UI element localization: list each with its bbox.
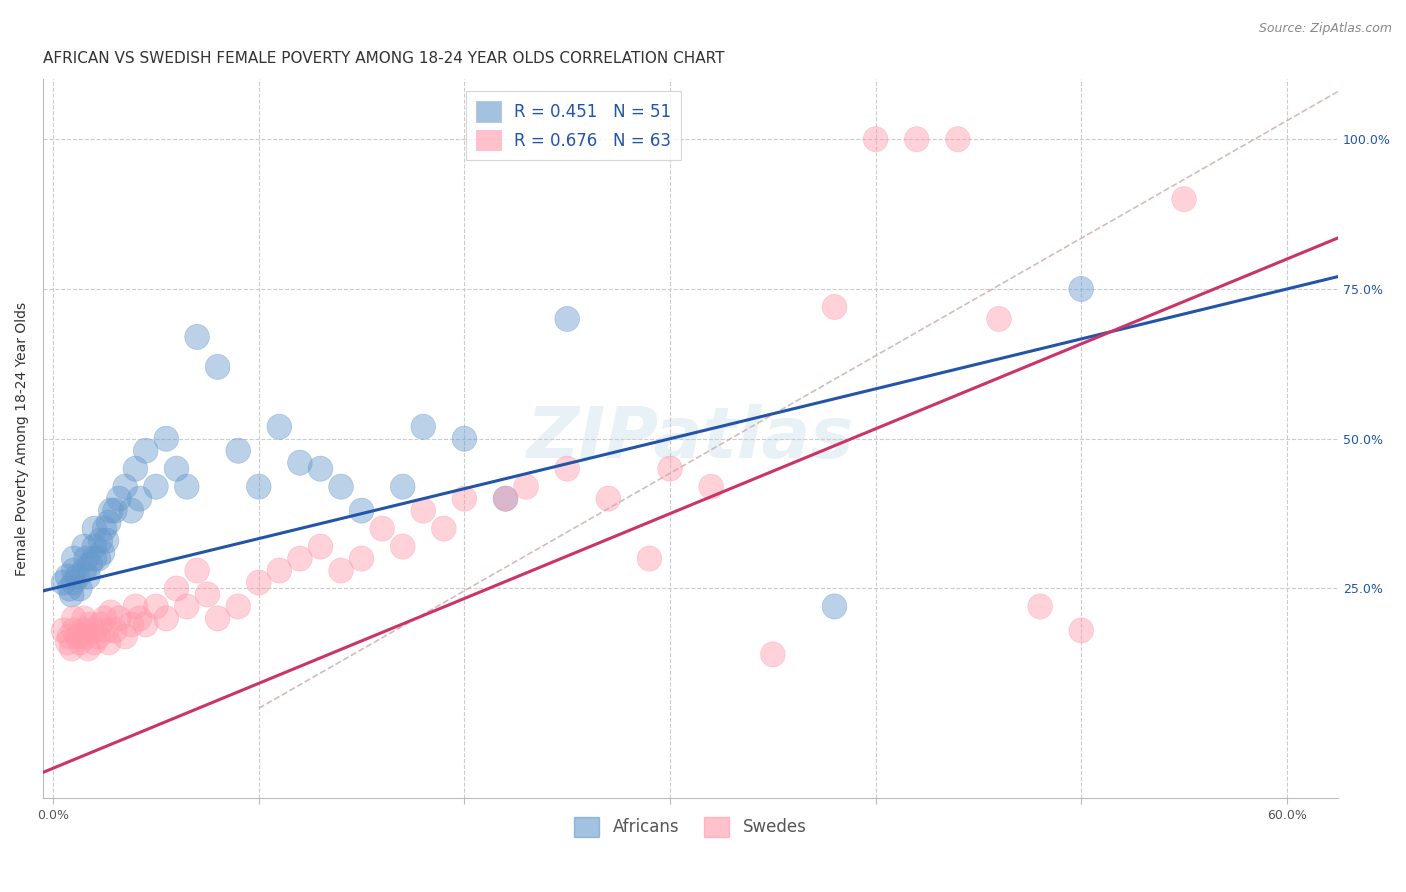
Text: AFRICAN VS SWEDISH FEMALE POVERTY AMONG 18-24 YEAR OLDS CORRELATION CHART: AFRICAN VS SWEDISH FEMALE POVERTY AMONG … [44, 51, 724, 66]
Y-axis label: Female Poverty Among 18-24 Year Olds: Female Poverty Among 18-24 Year Olds [15, 301, 30, 576]
Text: ZIPatlas: ZIPatlas [527, 404, 855, 474]
Text: Source: ZipAtlas.com: Source: ZipAtlas.com [1258, 22, 1392, 36]
Legend: Africans, Swedes: Africans, Swedes [568, 810, 813, 844]
